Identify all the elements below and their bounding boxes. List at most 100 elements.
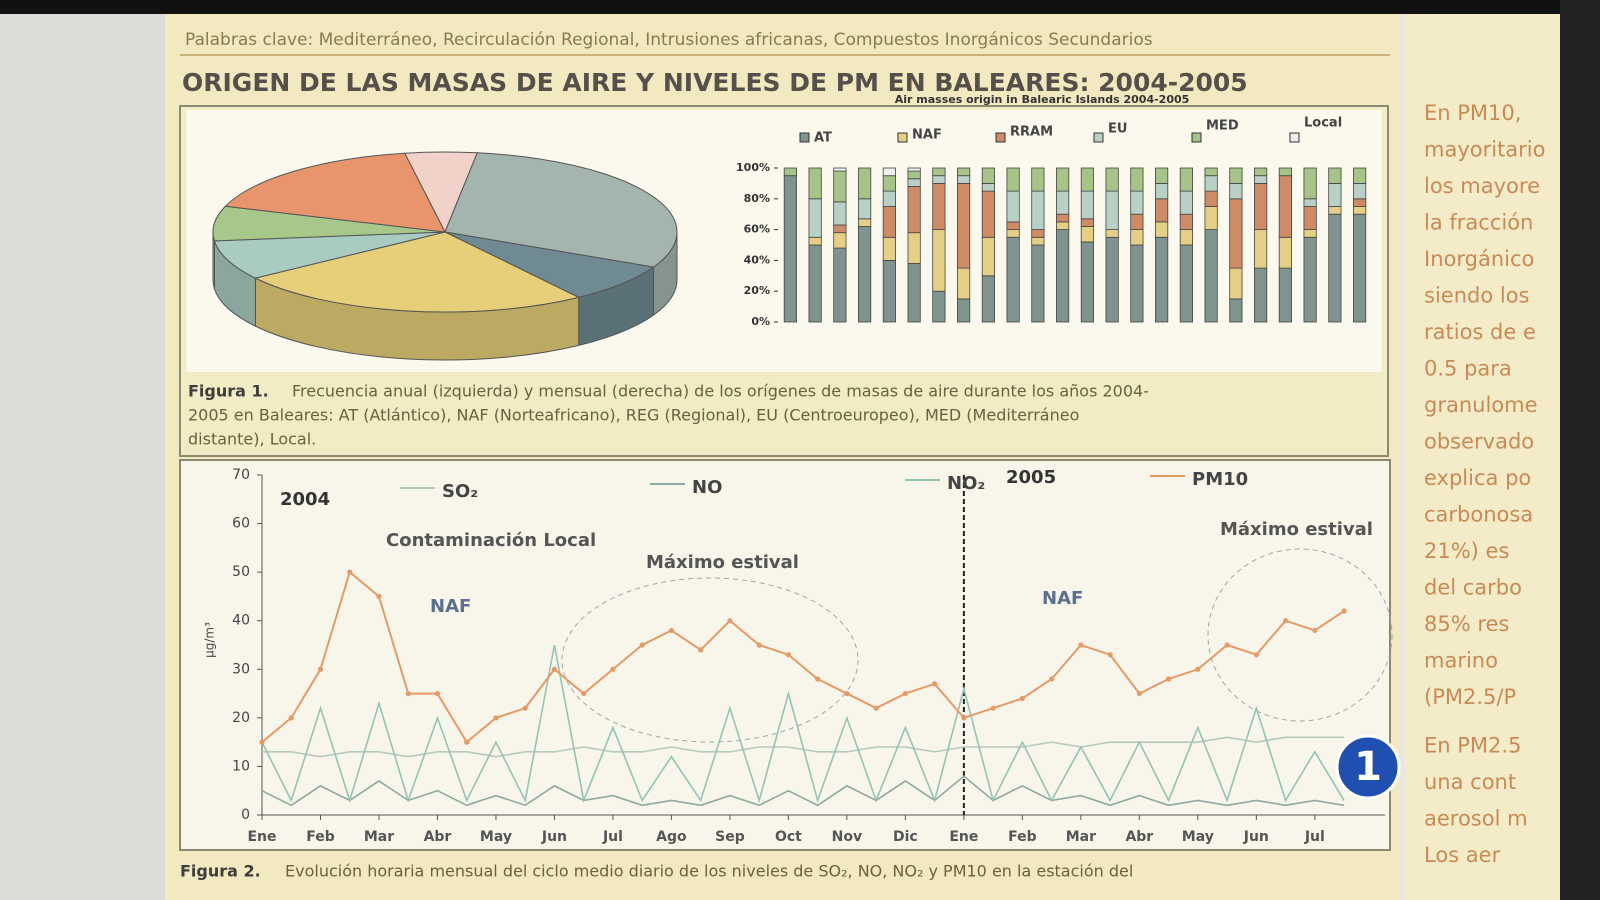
- side-line: (PM2.5/P: [1424, 685, 1516, 709]
- series-marker: [639, 642, 645, 648]
- bar-segment: [1278, 267, 1292, 323]
- bar-segment: [981, 275, 995, 323]
- bar-segment: [1303, 198, 1317, 207]
- x-tick-label: Sep: [715, 829, 745, 845]
- series-line: [261, 570, 1345, 744]
- bar-segment: [1056, 167, 1070, 192]
- bar-segment: [858, 198, 872, 220]
- bar-segment: [1179, 190, 1193, 215]
- bar-segment: [1031, 244, 1045, 323]
- bar-segment: [907, 232, 921, 264]
- bar-segment: [1105, 229, 1119, 238]
- bar-segment: [981, 190, 995, 238]
- series-marker: [1224, 642, 1230, 648]
- bar-segment: [1155, 236, 1169, 323]
- channel-logo: [1335, 734, 1401, 800]
- bar-segment: [1031, 236, 1045, 246]
- bar-segment: [858, 226, 872, 323]
- bar-segment: [833, 247, 847, 323]
- side-line: 85% res: [1424, 612, 1509, 636]
- bar-segment: [1155, 221, 1169, 238]
- bar-segment: [1328, 167, 1342, 184]
- y-tick-label: 50: [232, 564, 250, 580]
- bar-segment: [1278, 167, 1292, 177]
- legend-label: NAF: [912, 128, 942, 143]
- bar-segment: [1031, 167, 1045, 192]
- bar-segment: [858, 218, 872, 227]
- series-marker: [317, 666, 324, 672]
- bar-segment: [1353, 213, 1367, 323]
- bar-segment: [1328, 213, 1342, 323]
- series-marker: [288, 715, 294, 721]
- bar-segment: [1204, 229, 1218, 323]
- series-marker: [873, 705, 879, 711]
- pie-slice: [224, 152, 446, 233]
- side-line: En PM10,: [1424, 101, 1521, 125]
- side-text: En PM10, mayoritario los mayore la fracción…: [1424, 101, 1546, 867]
- legend-swatch: [1093, 132, 1104, 143]
- side-line: 21%) es: [1424, 539, 1509, 563]
- series-marker: [844, 690, 850, 697]
- bar-segment: [957, 175, 971, 184]
- bar-segment: [1080, 226, 1094, 243]
- bar-segment: [833, 232, 847, 249]
- series-marker: [932, 681, 938, 687]
- x-tick-label: Jun: [541, 829, 567, 845]
- x-tick-label: Abr: [1125, 829, 1153, 845]
- bar-segment: [1229, 182, 1243, 200]
- series-marker: [1136, 690, 1142, 697]
- side-line: mayoritario: [1424, 138, 1546, 162]
- bar-segment: [1254, 182, 1268, 230]
- bar-segment: [957, 167, 971, 177]
- legend-swatch: [897, 132, 908, 143]
- series-marker: [961, 715, 967, 721]
- bar-segment: [1353, 198, 1367, 207]
- legend-swatch: [995, 132, 1006, 143]
- series-marker: [376, 593, 382, 600]
- legend-label: EU: [1108, 122, 1127, 137]
- side-line: los mayore: [1424, 174, 1540, 198]
- bar-segment: [907, 263, 921, 323]
- bar-segment: [981, 236, 995, 277]
- figure2-caption: Evolución horaria mensual del ciclo medi…: [285, 862, 1133, 881]
- bar-segment: [1130, 213, 1144, 230]
- bar-segment: [932, 290, 946, 323]
- x-tick-label: Feb: [306, 829, 335, 845]
- annotation: NAF: [430, 596, 471, 617]
- bar-segment: [1303, 229, 1317, 238]
- keywords: Palabras clave: Mediterráneo, Recirculac…: [185, 30, 1153, 50]
- side-line: granulome: [1424, 393, 1538, 417]
- series-marker: [668, 627, 675, 634]
- channel-logo-text: 1: [1354, 744, 1382, 790]
- bar-segment: [1254, 167, 1268, 177]
- bar-segment: [932, 229, 946, 292]
- y-tick-label: 60: [232, 516, 250, 532]
- series-marker: [727, 618, 733, 624]
- bar-segment: [1080, 190, 1094, 220]
- pie-slice: [444, 231, 655, 298]
- y-tick-label: 100%: [736, 161, 770, 174]
- side-line: una cont: [1424, 770, 1516, 794]
- y-tick-label: 10: [232, 758, 250, 774]
- bar-segment: [882, 259, 896, 323]
- bar-segment: [1328, 182, 1342, 207]
- y-tick-label: 80%: [744, 192, 770, 205]
- bar-segment: [1006, 221, 1020, 230]
- x-tick-label: Jul: [602, 829, 623, 845]
- figure1-caption: Frecuencia anual (izquierda) y mensual (…: [292, 382, 1149, 401]
- side-line: Los aer: [1424, 843, 1501, 867]
- chart-title: Air masses origin in Balearic Islands 20…: [895, 93, 1190, 106]
- bar-segment: [1204, 175, 1218, 192]
- series-marker: [464, 739, 470, 745]
- legend-label: Local: [1304, 116, 1342, 131]
- series-marker: [1282, 618, 1289, 624]
- bar-segment: [858, 167, 872, 200]
- bar-segment: [1328, 206, 1342, 215]
- bar-segment: [907, 178, 921, 187]
- bar-segment: [808, 244, 822, 323]
- x-tick-label: Ene: [247, 829, 276, 845]
- side-line: explica po: [1424, 466, 1531, 490]
- bar-segment: [907, 167, 921, 172]
- annotation: 2005: [1006, 467, 1056, 488]
